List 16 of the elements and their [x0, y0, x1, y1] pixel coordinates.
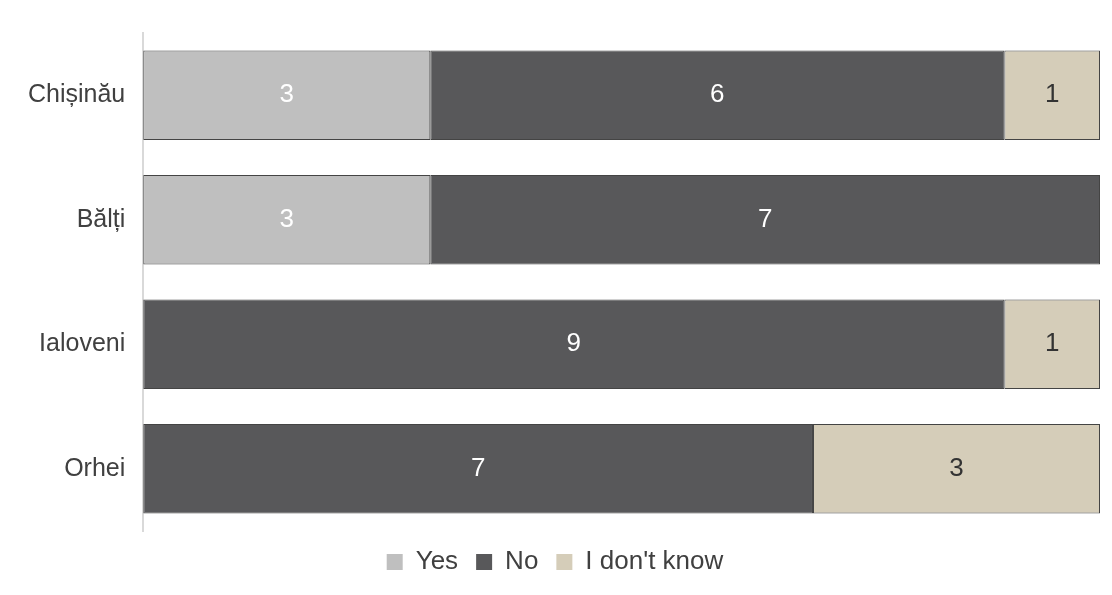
y-tick-label: Bălți [76, 203, 126, 232]
y-tick-label: Orhei [64, 452, 126, 481]
data-label: 7 [470, 451, 486, 482]
data-label: 7 [757, 202, 773, 233]
data-label: 6 [710, 78, 725, 109]
data-label: 1 [1044, 327, 1060, 358]
legend-label: I don't know [585, 545, 724, 576]
y-tick-label: Chișinău [28, 79, 126, 108]
data-label: 9 [566, 327, 582, 358]
data-label: 3 [949, 451, 964, 482]
data-label: 1 [1044, 78, 1060, 109]
legend-label: Yes [415, 545, 459, 576]
y-tick-label: Ialoveni [39, 328, 126, 357]
data-label: 3 [279, 202, 295, 233]
data-label: 3 [279, 78, 295, 109]
legend-label: No [505, 545, 539, 576]
